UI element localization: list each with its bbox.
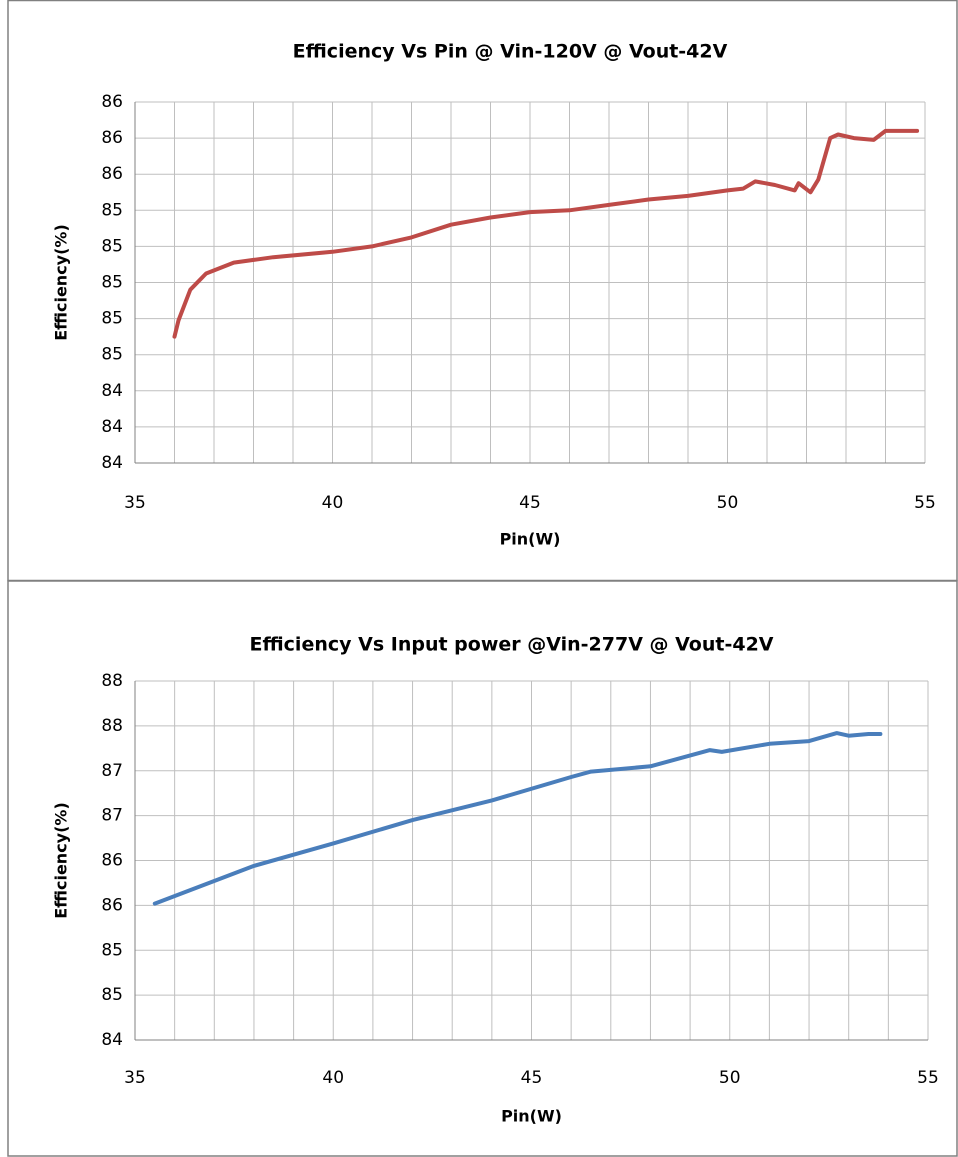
- y-tick-label: 86: [101, 128, 123, 148]
- x-tick-label: 40: [322, 1068, 344, 1088]
- y-tick-label: 85: [101, 345, 123, 365]
- x-tick-label: 45: [519, 493, 541, 513]
- x-tick-label: 35: [124, 493, 146, 513]
- y-tick-label: 87: [101, 761, 123, 781]
- y-tick-label: 85: [101, 236, 123, 256]
- y-tick-label: 85: [101, 985, 123, 1005]
- x-axis-label: Pin(W): [501, 1107, 562, 1126]
- data-line: [152, 731, 883, 906]
- y-tick-label: 85: [101, 309, 123, 329]
- x-tick-label: 55: [917, 1068, 939, 1088]
- y-tick-label: 88: [101, 671, 123, 691]
- y-tick-label: 86: [101, 92, 123, 112]
- x-tick-label: 50: [717, 493, 739, 513]
- y-tick-label: 85: [101, 200, 123, 220]
- y-tick-label: 84: [101, 417, 123, 437]
- y-tick-label: 84: [101, 381, 123, 401]
- y-tick-label: 85: [101, 940, 123, 960]
- y-tick-label: 86: [101, 895, 123, 915]
- chart-frame: [7, 0, 958, 582]
- data-line: [172, 128, 920, 339]
- y-tick-label: 84: [101, 1030, 123, 1050]
- chart-frame: [7, 580, 958, 1157]
- y-axis-label: Efficiency(%): [52, 802, 71, 919]
- x-tick-label: 45: [521, 1068, 543, 1088]
- y-tick-label: 86: [101, 851, 123, 871]
- chart-title: Efficiency Vs Pin @ Vin-120V @ Vout-42V: [293, 41, 728, 63]
- x-tick-label: 55: [914, 493, 936, 513]
- y-tick-label: 85: [101, 273, 123, 293]
- x-tick-label: 50: [719, 1068, 741, 1088]
- x-tick-label: 40: [322, 493, 344, 513]
- chart-title: Efficiency Vs Input power @Vin-277V @ Vo…: [250, 634, 774, 656]
- y-tick-label: 86: [101, 164, 123, 184]
- y-tick-label: 87: [101, 806, 123, 826]
- y-axis-label: Efficiency(%): [52, 224, 71, 341]
- x-axis-label: Pin(W): [500, 530, 561, 549]
- x-tick-label: 35: [124, 1068, 146, 1088]
- y-tick-label: 84: [101, 453, 123, 473]
- y-tick-label: 88: [101, 716, 123, 736]
